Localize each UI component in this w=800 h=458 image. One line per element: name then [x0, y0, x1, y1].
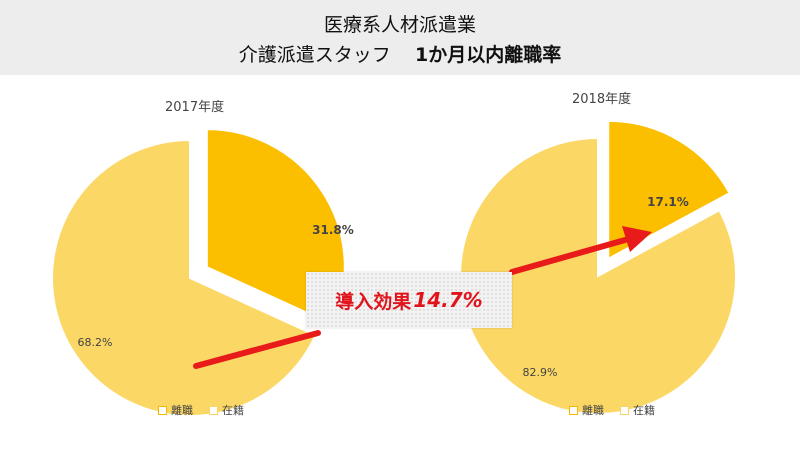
legend-label-resigned: 離職: [171, 404, 193, 417]
title-bold: 1か月以内離職率: [414, 44, 562, 66]
pie-slice-resigned: [607, 119, 731, 261]
pie-slice-enrolled: [51, 138, 317, 417]
legend-swatch-resigned: [158, 405, 167, 415]
callout-value: 14.7%: [413, 288, 483, 312]
legend-swatch-resigned: [569, 405, 578, 415]
page-title-line1: 医療系人材派遣業: [323, 14, 476, 36]
pie-slice-enrolled: [459, 136, 737, 415]
pie-chart-2018: 17.1% 82.9%: [459, 119, 737, 415]
header-band: 医療系人材派遣業 介護派遣スタッフ 1か月以内離職率: [0, 0, 800, 75]
pie-chart-2017: 31.8% 68.2%: [51, 128, 354, 417]
data-label-enrolled: 82.9%: [523, 366, 558, 379]
data-label-enrolled: 68.2%: [78, 336, 113, 349]
arrow-head-icon: [622, 226, 652, 252]
title-prefix: 介護派遣スタッフ: [238, 44, 391, 66]
chart2-legend: 離職 在籍: [569, 402, 655, 418]
chart2-title: 2018年度: [572, 92, 632, 107]
legend-swatch-enrolled: [620, 405, 629, 415]
legend-label-enrolled: 在籍: [633, 404, 655, 417]
chart1-legend: 離職 在籍: [158, 402, 244, 418]
legend-label-resigned: 離職: [582, 404, 604, 417]
page-title-line2: 介護派遣スタッフ 1か月以内離職率: [0, 40, 800, 67]
effect-callout: 導入効果 14.7%: [306, 272, 512, 328]
chart1-title: 2017年度: [165, 100, 225, 115]
arrow-left-segment: [193, 330, 321, 369]
data-label-resigned: 17.1%: [647, 195, 689, 209]
improvement-arrows: [193, 226, 652, 369]
legend-label-enrolled: 在籍: [222, 404, 244, 417]
legend-swatch-enrolled: [209, 405, 218, 415]
data-label-resigned: 31.8%: [312, 223, 354, 237]
callout-label: 導入効果: [335, 290, 412, 313]
arrow-right-segment: [509, 237, 628, 275]
